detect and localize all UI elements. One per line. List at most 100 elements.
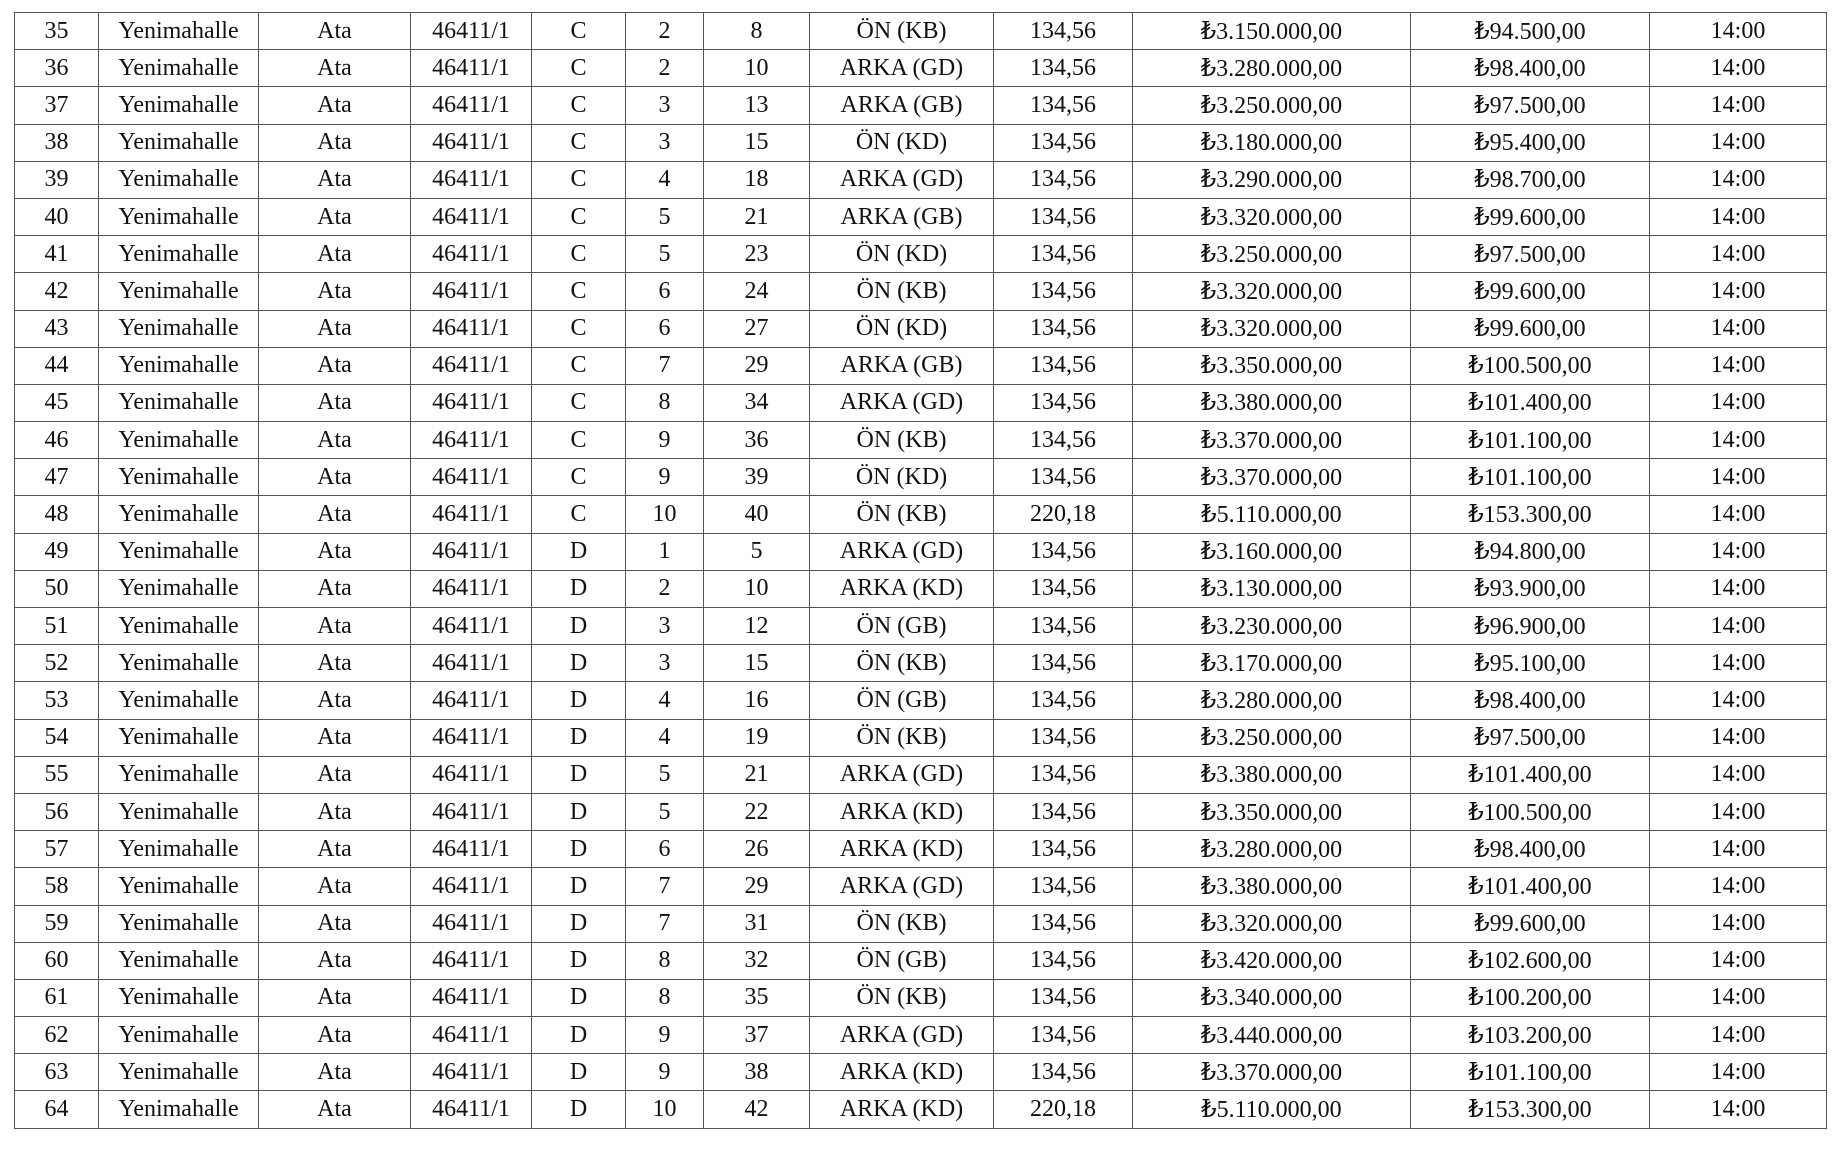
unit-number-cell: 10 xyxy=(703,569,810,609)
floor-cell: 10 xyxy=(625,1090,704,1129)
facade-cell: ÖN (KB) xyxy=(809,11,994,51)
row-number-cell: 52 xyxy=(14,644,99,683)
price-cell: ₺3.280.000,00 xyxy=(1132,49,1411,88)
deposit-cell: ₺98.400,00 xyxy=(1410,830,1650,869)
facade-cell: ARKA (GD) xyxy=(809,867,994,906)
row-number-cell: 50 xyxy=(14,569,99,609)
price-cell: ₺3.350.000,00 xyxy=(1132,346,1411,385)
price-cell: ₺3.420.000,00 xyxy=(1132,941,1411,980)
row-number-cell: 37 xyxy=(14,86,99,125)
unit-number-cell: 15 xyxy=(703,123,810,162)
facade-cell: ARKA (KD) xyxy=(809,569,994,609)
deposit-cell: ₺101.400,00 xyxy=(1410,755,1650,794)
street-cell: Ata xyxy=(258,867,411,906)
floor-cell: 2 xyxy=(625,49,704,88)
facade-cell: ÖN (KB) xyxy=(809,978,994,1018)
time-cell: 14:00 xyxy=(1649,644,1827,683)
parcel-cell: 46411/1 xyxy=(410,941,532,980)
unit-number-cell: 15 xyxy=(703,644,810,683)
street-cell: Ata xyxy=(258,904,411,943)
street-cell: Ata xyxy=(258,495,411,534)
floor-cell: 9 xyxy=(625,1053,704,1092)
facade-cell: ARKA (KD) xyxy=(809,792,994,832)
neighborhood-cell: Yenimahalle xyxy=(98,1090,259,1129)
street-cell: Ata xyxy=(258,197,411,237)
area-cell: 134,56 xyxy=(993,644,1133,683)
unit-number-cell: 22 xyxy=(703,792,810,832)
block-cell: C xyxy=(531,458,626,497)
table-row: 36 Yenimahalle Ata 46411/1 C 2 10 ARKA (GD) 134,… xyxy=(14,49,1827,88)
facade-cell: ÖN (KB) xyxy=(809,718,994,757)
unit-number-cell: 37 xyxy=(703,1016,810,1055)
floor-cell: 4 xyxy=(625,718,704,757)
price-cell: ₺3.320.000,00 xyxy=(1132,272,1411,311)
neighborhood-cell: Yenimahalle xyxy=(98,11,259,51)
unit-number-cell: 13 xyxy=(703,86,810,125)
price-cell: ₺3.440.000,00 xyxy=(1132,1016,1411,1055)
parcel-cell: 46411/1 xyxy=(410,867,532,906)
neighborhood-cell: Yenimahalle xyxy=(98,830,259,869)
facade-cell: ARKA (GD) xyxy=(809,1016,994,1055)
deposit-cell: ₺99.600,00 xyxy=(1410,904,1650,943)
row-number-cell: 38 xyxy=(14,123,99,162)
floor-cell: 7 xyxy=(625,904,704,943)
parcel-cell: 46411/1 xyxy=(410,160,532,199)
table-row: 49 Yenimahalle Ata 46411/1 D 1 5 ARKA (GD) 134,5… xyxy=(14,532,1827,571)
floor-cell: 3 xyxy=(625,86,704,125)
facade-cell: ARKA (GB) xyxy=(809,346,994,385)
block-cell: D xyxy=(531,606,626,646)
block-cell: D xyxy=(531,1090,626,1129)
time-cell: 14:00 xyxy=(1649,941,1827,980)
deposit-cell: ₺97.500,00 xyxy=(1410,86,1650,125)
parcel-cell: 46411/1 xyxy=(410,197,532,237)
price-cell: ₺3.290.000,00 xyxy=(1132,160,1411,199)
parcel-cell: 46411/1 xyxy=(410,644,532,683)
table-row: 46 Yenimahalle Ata 46411/1 C 9 36 ÖN (KB) 134,56… xyxy=(14,421,1827,460)
table-row: 35 Yenimahalle Ata 46411/1 C 2 8 ÖN (KB) 134,56 ₺… xyxy=(14,11,1827,51)
table-row: 60 Yenimahalle Ata 46411/1 D 8 32 ÖN (GB) 134,56… xyxy=(14,941,1827,980)
block-cell: C xyxy=(531,421,626,460)
floor-cell: 5 xyxy=(625,755,704,794)
time-cell: 14:00 xyxy=(1649,830,1827,869)
unit-number-cell: 38 xyxy=(703,1053,810,1092)
facade-cell: ÖN (KB) xyxy=(809,644,994,683)
facade-cell: ARKA (GD) xyxy=(809,383,994,423)
unit-number-cell: 5 xyxy=(703,532,810,571)
row-number-cell: 63 xyxy=(14,1053,99,1092)
facade-cell: ARKA (GD) xyxy=(809,160,994,199)
row-number-cell: 58 xyxy=(14,867,99,906)
neighborhood-cell: Yenimahalle xyxy=(98,718,259,757)
parcel-cell: 46411/1 xyxy=(410,681,532,720)
neighborhood-cell: Yenimahalle xyxy=(98,978,259,1018)
table-row: 37 Yenimahalle Ata 46411/1 C 3 13 ARKA (GB) 134,… xyxy=(14,86,1827,125)
neighborhood-cell: Yenimahalle xyxy=(98,160,259,199)
neighborhood-cell: Yenimahalle xyxy=(98,792,259,832)
time-cell: 14:00 xyxy=(1649,11,1827,51)
row-number-cell: 41 xyxy=(14,235,99,274)
neighborhood-cell: Yenimahalle xyxy=(98,86,259,125)
time-cell: 14:00 xyxy=(1649,1090,1827,1129)
neighborhood-cell: Yenimahalle xyxy=(98,309,259,348)
neighborhood-cell: Yenimahalle xyxy=(98,458,259,497)
parcel-cell: 46411/1 xyxy=(410,346,532,385)
parcel-cell: 46411/1 xyxy=(410,458,532,497)
floor-cell: 9 xyxy=(625,421,704,460)
unit-number-cell: 39 xyxy=(703,458,810,497)
area-cell: 134,56 xyxy=(993,904,1133,943)
unit-number-cell: 32 xyxy=(703,941,810,980)
neighborhood-cell: Yenimahalle xyxy=(98,235,259,274)
street-cell: Ata xyxy=(258,421,411,460)
block-cell: C xyxy=(531,160,626,199)
time-cell: 14:00 xyxy=(1649,532,1827,571)
time-cell: 14:00 xyxy=(1649,904,1827,943)
neighborhood-cell: Yenimahalle xyxy=(98,272,259,311)
time-cell: 14:00 xyxy=(1649,86,1827,125)
row-number-cell: 48 xyxy=(14,495,99,534)
table-body: 35 Yenimahalle Ata 46411/1 C 2 8 ÖN (KB) 134,56 ₺… xyxy=(14,11,1827,1129)
street-cell: Ata xyxy=(258,383,411,423)
street-cell: Ata xyxy=(258,309,411,348)
street-cell: Ata xyxy=(258,644,411,683)
area-cell: 134,56 xyxy=(993,569,1133,609)
unit-number-cell: 18 xyxy=(703,160,810,199)
unit-number-cell: 36 xyxy=(703,421,810,460)
